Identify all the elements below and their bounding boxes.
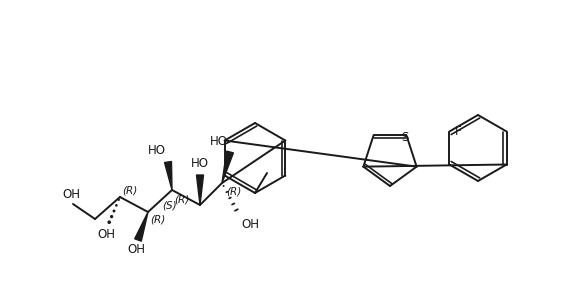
Text: HO: HO (210, 135, 228, 148)
Polygon shape (196, 175, 203, 205)
Text: OH: OH (241, 218, 259, 231)
Polygon shape (164, 161, 172, 190)
Text: HO: HO (191, 157, 209, 170)
Polygon shape (135, 212, 148, 241)
Text: OH: OH (62, 188, 80, 201)
Text: F: F (454, 125, 461, 138)
Text: OH: OH (127, 243, 145, 256)
Circle shape (116, 205, 117, 206)
Circle shape (108, 221, 110, 223)
Text: HO: HO (148, 144, 166, 157)
Circle shape (111, 216, 113, 218)
Text: (R): (R) (226, 186, 241, 196)
Text: S: S (401, 131, 408, 144)
Text: (S): (S) (163, 200, 177, 210)
Circle shape (113, 210, 115, 212)
Text: OH: OH (97, 228, 115, 241)
Polygon shape (222, 151, 233, 183)
Text: (R): (R) (122, 185, 137, 195)
Circle shape (118, 199, 120, 200)
Text: (R): (R) (174, 194, 189, 204)
Text: (R): (R) (150, 214, 165, 224)
